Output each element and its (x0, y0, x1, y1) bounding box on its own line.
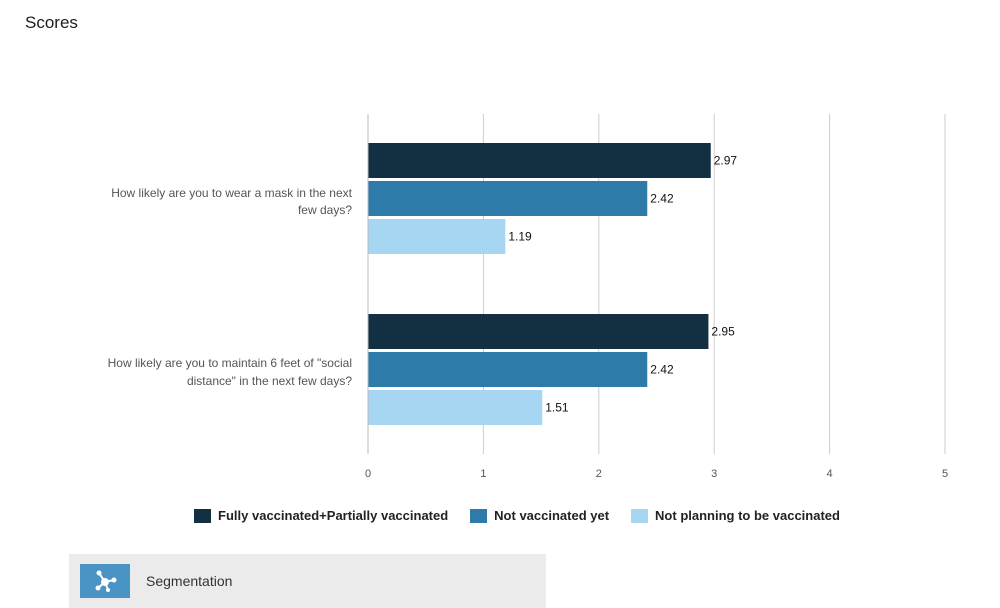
legend-label-not-vaccinated-yet: Not vaccinated yet (494, 508, 610, 523)
legend-swatch-fully-vaccinated (194, 508, 212, 523)
x-tick-label-0: 0 (365, 468, 371, 480)
page-title: Scores (25, 13, 78, 32)
network-icon[interactable] (80, 564, 130, 598)
category-label-0-line-0: How likely are you to wear a mask in the… (111, 186, 352, 200)
x-tick-label-2: 2 (596, 468, 602, 480)
bar-chart: 0 1 2 3 4 5 How likely are you to wear a mask … (108, 114, 948, 480)
x-tick-label-1: 1 (480, 468, 486, 480)
bar-series0-cat1 (368, 314, 709, 349)
category-label-1-line-0: How likely are you to maintain 6 feet of… (108, 356, 352, 370)
legend-label-fully-vaccinated: Fully vaccinated+Partially vaccinated (218, 508, 449, 523)
category-label-0-line-1: few days? (298, 203, 352, 217)
segmentation-label: Segmentation (146, 573, 233, 589)
x-tick-label-3: 3 (711, 468, 717, 480)
value-label-series2-cat0: 1.19 (508, 230, 532, 244)
value-label-series0-cat0: 2.97 (714, 154, 738, 168)
legend: Fully vaccinated+Partially vaccinated No… (0, 508, 1000, 523)
legend-item-not-vaccinated-yet[interactable]: Not vaccinated yet (470, 508, 609, 523)
legend-swatch-not-planning (631, 508, 649, 523)
value-label-series1-cat0: 2.42 (650, 192, 674, 206)
legend-swatch-not-vaccinated-yet (470, 508, 488, 523)
value-label-series1-cat1: 2.42 (650, 363, 674, 377)
legend-item-not-planning[interactable]: Not planning to be vaccinated (631, 508, 840, 523)
bar-series0-cat0 (368, 143, 711, 178)
x-tick-label-4: 4 (827, 468, 833, 480)
legend-label-not-planning: Not planning to be vaccinated (655, 508, 840, 523)
bar-series1-cat0 (368, 181, 648, 216)
bar-series2-cat1 (368, 390, 543, 425)
legend-item-fully-vaccinated[interactable]: Fully vaccinated+Partially vaccinated (194, 508, 448, 523)
value-label-series0-cat1: 2.95 (711, 325, 735, 339)
bar-series2-cat0 (368, 219, 506, 254)
bar-series1-cat1 (368, 352, 648, 387)
value-label-series2-cat1: 1.51 (545, 401, 569, 415)
category-label-1-line-1: distance" in the next few days? (187, 374, 352, 388)
segmentation-panel[interactable]: Segmentation (69, 554, 546, 608)
x-tick-label-5: 5 (942, 468, 948, 480)
